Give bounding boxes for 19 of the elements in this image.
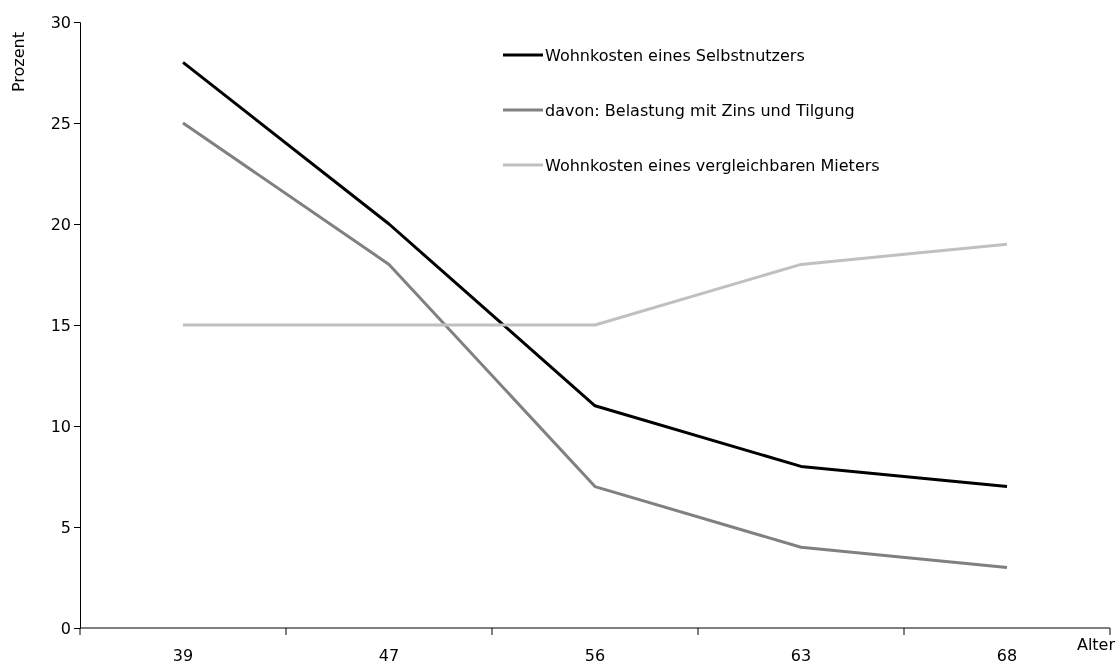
x-tick-label: 63 (790, 646, 812, 665)
line-series (181, 60, 1009, 489)
x-tick-label: 68 (996, 646, 1018, 665)
x-tick-label: 47 (378, 646, 400, 665)
x-axis-title: Alter (1076, 635, 1116, 654)
y-tick-label: 0 (60, 618, 71, 638)
y-axis-title: Prozent (9, 31, 28, 93)
y-tick-label: 25 (50, 113, 71, 133)
legend-label: Wohnkosten eines Selbstnutzers (545, 46, 805, 65)
y-tick-label: 20 (50, 214, 71, 234)
y-tick-label: 30 (50, 12, 71, 32)
legend-label: davon: Belastung mit Zins und Tilgung (545, 101, 855, 120)
line-series (181, 121, 1009, 569)
x-tick-label: 39 (172, 646, 194, 665)
x-tick-label: 56 (584, 646, 606, 665)
y-tick-label: 15 (50, 315, 71, 335)
y-tick-label: 10 (50, 416, 71, 436)
y-tick-label: 5 (60, 517, 71, 537)
legend-label: Wohnkosten eines vergleichbaren Mieters (545, 156, 880, 175)
